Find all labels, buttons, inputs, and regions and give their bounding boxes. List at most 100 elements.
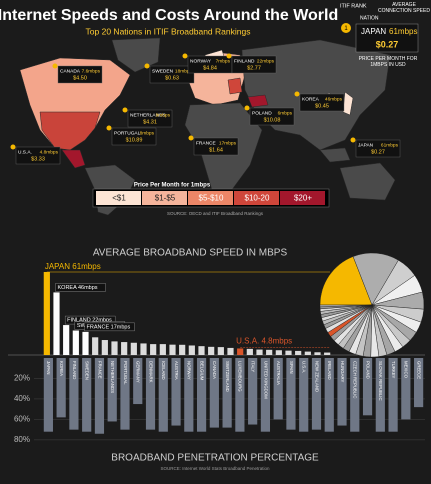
category-label: IRELAND [327,361,332,380]
penetration-bar [107,358,117,422]
callout-speed: 17mbps [219,140,237,146]
category-label: HUNGARY [340,361,345,383]
key-nation-label: NATION [360,15,379,21]
key-rank: 1 [344,26,348,32]
callout-badge [244,105,250,111]
callout-speed: 22mbps [257,58,275,64]
callout-box [249,107,295,126]
speed-bar [198,346,205,355]
legend-swatch [280,191,325,205]
value-label: U.S.A. 4.8mbps [236,337,292,346]
callout-country: NETHERLANDS [130,112,166,118]
legend-title: Price Per Month for 1mbps [134,183,211,189]
category-label: MEXICO [404,361,409,379]
callout-box [149,65,195,84]
speed-bar [285,350,292,355]
penetration-bar [82,358,92,432]
penetration-bar [158,358,168,432]
callout-box [111,127,157,146]
callout-badge [182,53,188,59]
category-label: ICELAND [161,361,166,380]
penetration-bar [260,358,271,432]
speed-bar [208,346,215,355]
value-label: KOREA 46mbps [58,285,98,291]
value-label: FRANCE 17mbps [87,324,131,330]
penetration-bar [145,358,156,430]
penetration-bar [337,358,347,426]
value-label-box [55,283,106,292]
callout-badge [350,137,356,143]
title: Internet Speeds and Costs Around the Wor… [0,7,338,24]
y-tick-label: 40% [14,394,30,403]
speed-bar [266,349,273,355]
callout-price: $0.45 [315,103,329,109]
key-rank-label: ITIF RANK [340,3,367,9]
callout-badge [188,135,194,141]
penetration-bar [43,358,53,432]
speed-bar [130,342,137,355]
category-label: POLAND [365,361,370,379]
callout-speed: 8mbps [140,130,155,136]
callout-box [193,137,239,156]
speed-bar [121,342,128,355]
speed-bar [63,325,70,355]
callout-badge [10,144,16,150]
callout-price: $3.33 [31,156,45,162]
legend-swatch [96,191,141,205]
legend-swatch [142,191,187,205]
callout-price: $10.08 [264,117,281,123]
category-label: FRANCE [97,361,102,379]
penetration-bar [401,358,411,420]
penetration-bar [222,358,232,428]
category-label: SWITZERLAND [225,361,230,392]
subtitle: Top 20 Nations in ITIF Broadband Ranking… [86,26,251,36]
penetration-bar [350,358,360,432]
penetration-bar [69,358,79,430]
category-label: DENMARK [148,361,153,383]
speed-bar [169,344,176,355]
key-price: $0.27 [376,39,399,49]
callout-price: $0.27 [371,149,385,155]
penetration-bar [311,358,322,430]
category-label: AUSTRIA [174,361,179,380]
speed-bar [295,350,302,355]
callout-box [355,139,401,158]
category-label: GERMANY [136,361,141,383]
callout-box [127,109,173,128]
penetration-bar [94,358,105,434]
callout-price: $1.64 [209,147,223,153]
callout-box [299,93,345,112]
penetration-bar [209,358,219,428]
penetration-bar [133,358,143,405]
key-country: JAPAN [361,27,386,36]
key-speed-label: AVERAGE CONNECTION SPEED [378,2,430,14]
speed-bar [43,272,50,355]
callout-country: SWEDEN [152,68,174,74]
callout-speed: 7mbps [216,58,231,64]
penetration-bar [388,358,398,432]
key-speed: 61mbps [389,27,417,36]
speed-bar [246,348,253,355]
category-label: FINLAND [72,361,77,379]
speed-bar [275,350,282,355]
callout-badge [106,125,112,131]
penetration-bar [299,358,309,432]
speed-bar [314,352,321,355]
callout-speed: 61mbps [381,142,399,148]
category-label: PORTUGAL [123,361,128,385]
speed-bar [179,344,186,355]
category-label: CZECH REPUBLIC [353,361,358,399]
callout-price: $10.89 [126,137,143,143]
category-label: SWEDEN [85,361,90,380]
callout-price: $4.84 [203,65,217,71]
category-label: NETHERLANDS [110,361,115,393]
callout-country: CANADA [60,68,81,74]
category-label: U.S.A. [302,361,307,373]
speed-bar [159,344,166,355]
speed-bar [227,347,234,355]
penetration-source: SOURCE: Internet World Stats Broadband P… [161,466,270,471]
key-price-label: PRICE PER MONTH FOR 1MBPS IN USD [358,56,418,68]
category-label: BELGIUM [199,361,204,381]
penetration-bar [414,358,424,408]
